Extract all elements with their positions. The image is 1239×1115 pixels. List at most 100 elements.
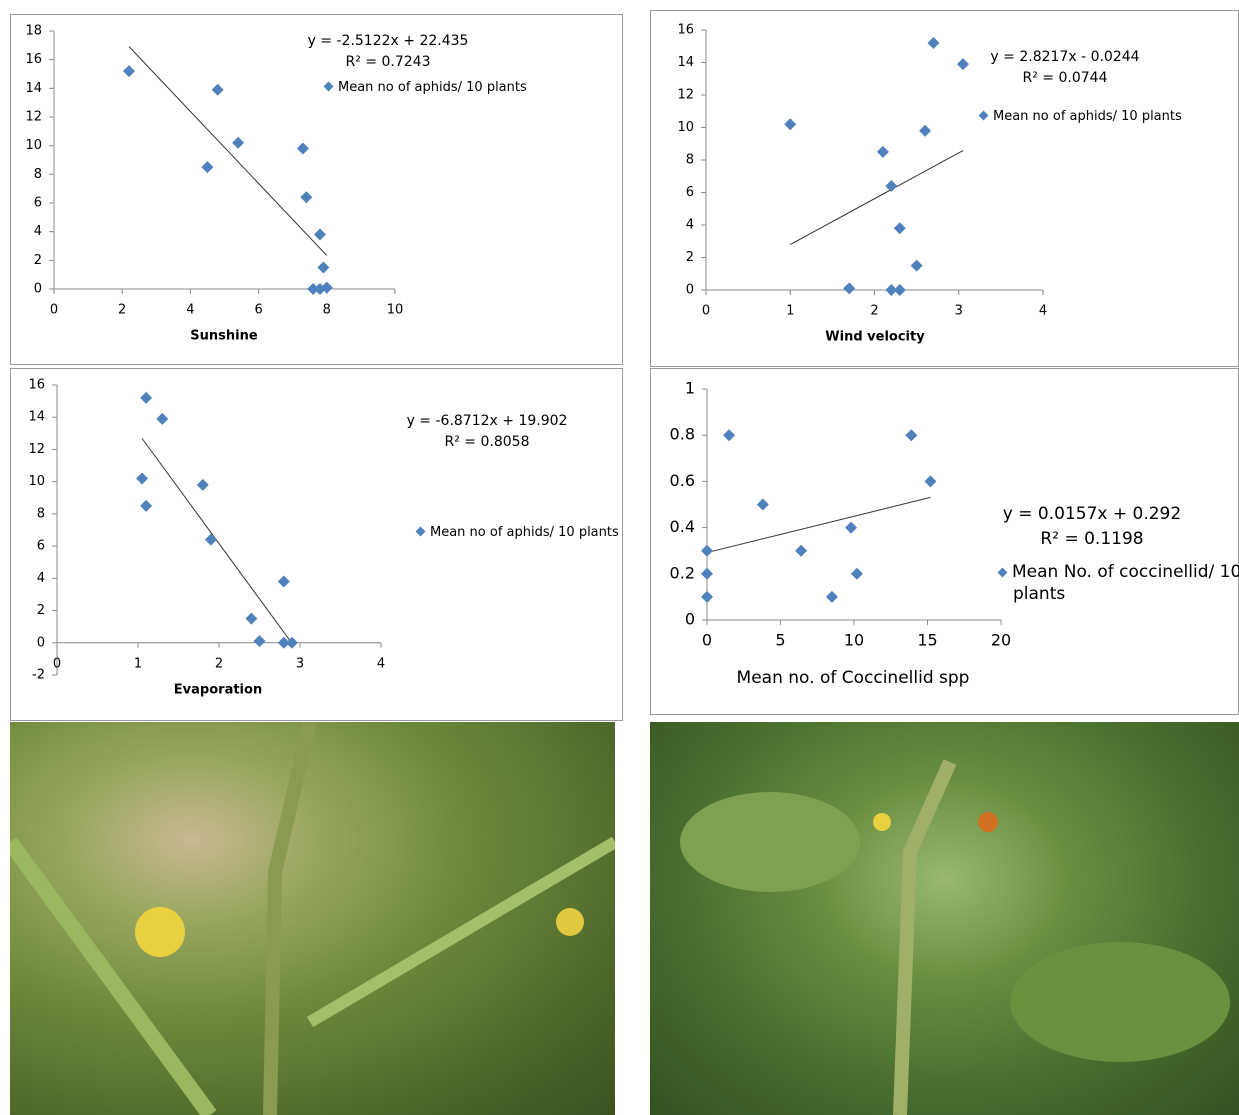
y-tick-label: 6 xyxy=(686,185,694,200)
y-tick-label: 0 xyxy=(686,283,694,298)
x-tick-label: 2 xyxy=(118,303,126,318)
legend-marker xyxy=(997,567,1008,578)
y-tick-label: 0.8 xyxy=(670,425,695,444)
x-tick-label: 0 xyxy=(50,303,58,318)
x-tick-label: 5 xyxy=(775,631,785,650)
x-axis-title: Evaporation xyxy=(174,683,262,698)
x-tick-label: 8 xyxy=(323,303,331,318)
trend-equation: y = -6.8712x + 19.902 xyxy=(406,413,568,430)
point xyxy=(876,145,889,158)
x-tick-label: 6 xyxy=(254,303,262,318)
x-tick-label: 15 xyxy=(917,631,937,650)
point xyxy=(956,58,969,71)
point xyxy=(795,544,808,557)
point xyxy=(296,142,309,155)
y-tick-label: 16 xyxy=(25,52,42,67)
y-tick-label: 2 xyxy=(37,603,45,618)
point xyxy=(885,180,898,192)
point xyxy=(885,284,898,296)
x-tick-label: 2 xyxy=(870,304,878,319)
photo-aphids xyxy=(10,722,615,1115)
y-tick-label: 0.2 xyxy=(670,563,695,582)
point xyxy=(825,590,838,603)
x-tick-label: 1 xyxy=(134,656,142,671)
point xyxy=(756,498,769,511)
y-tick-label: 0 xyxy=(685,610,695,629)
r-squared: R² = 0.0744 xyxy=(1022,69,1108,86)
point xyxy=(245,612,258,625)
y-tick-label: 18 xyxy=(25,24,42,39)
point xyxy=(156,412,169,425)
y-tick-label: 1 xyxy=(685,379,695,398)
x-tick-label: 2 xyxy=(215,656,223,671)
y-tick-label: 16 xyxy=(677,23,694,38)
trend-equation: y = 2.8217x - 0.0244 xyxy=(990,49,1140,66)
point xyxy=(277,636,290,649)
y-tick-label: -2 xyxy=(32,668,45,683)
x-tick-label: 10 xyxy=(387,303,404,318)
y-tick-label: 8 xyxy=(686,153,694,168)
legend-label: Mean No. of coccinellid/ 10 plants xyxy=(1012,562,1239,605)
point xyxy=(136,472,149,485)
legend-label: Mean no of aphids/ 10 plants xyxy=(430,525,619,540)
trend-equation: y = 0.0157x + 0.292 xyxy=(1002,504,1182,525)
point xyxy=(123,65,136,78)
x-axis-title: Sunshine xyxy=(190,329,258,344)
point xyxy=(196,478,209,491)
y-tick-label: 4 xyxy=(686,218,694,233)
x-tick-label: 4 xyxy=(1039,304,1047,319)
x-tick-label: 4 xyxy=(377,656,385,671)
point xyxy=(850,567,863,580)
y-tick-label: 2 xyxy=(686,250,694,265)
point xyxy=(723,429,736,442)
chart-frame xyxy=(10,14,623,365)
y-tick-label: 0.6 xyxy=(670,471,695,490)
y-tick-label: 12 xyxy=(28,442,45,457)
trendline xyxy=(128,46,328,256)
point xyxy=(201,161,214,174)
chart-frame xyxy=(10,368,623,721)
point xyxy=(253,635,266,648)
y-tick-label: 0 xyxy=(37,635,45,650)
y-tick-label: 0.4 xyxy=(670,517,695,536)
y-tick-label: 2 xyxy=(34,253,42,268)
trendline xyxy=(141,438,293,644)
point xyxy=(140,499,153,512)
point xyxy=(317,261,330,274)
x-axis-title: Mean no. of Coccinellid spp xyxy=(737,668,970,688)
point xyxy=(701,590,713,603)
legend: Mean no of aphids/ 10 plants xyxy=(323,80,539,97)
y-tick-label: 4 xyxy=(34,224,42,239)
r-squared: R² = 0.1198 xyxy=(1040,528,1144,549)
point xyxy=(843,282,856,295)
x-tick-label: 20 xyxy=(991,631,1011,650)
point xyxy=(232,136,245,149)
y-tick-label: 12 xyxy=(677,88,694,103)
x-tick-label: 3 xyxy=(296,656,304,671)
photo-coccinellid xyxy=(650,722,1239,1115)
x-axis-title: Wind velocity xyxy=(825,330,925,345)
point xyxy=(893,284,906,296)
point xyxy=(300,191,313,204)
x-tick-label: 10 xyxy=(844,631,864,650)
x-tick-label: 4 xyxy=(186,303,194,318)
point xyxy=(919,124,932,137)
y-tick-label: 10 xyxy=(25,138,42,153)
y-tick-label: 14 xyxy=(25,81,42,96)
trendline xyxy=(790,150,964,245)
x-tick-label: 0 xyxy=(702,631,712,650)
point xyxy=(320,281,333,294)
point xyxy=(211,83,224,96)
point xyxy=(313,228,326,241)
y-tick-label: 16 xyxy=(28,378,45,393)
x-tick-label: 0 xyxy=(53,656,61,671)
y-tick-label: 6 xyxy=(34,196,42,211)
x-tick-label: 0 xyxy=(702,304,710,319)
point xyxy=(701,544,713,557)
y-tick-label: 6 xyxy=(37,539,45,554)
legend-label: Mean no of aphids/ 10 plants xyxy=(993,109,1182,124)
x-tick-label: 1 xyxy=(786,304,794,319)
point xyxy=(927,37,940,49)
point xyxy=(701,567,713,580)
